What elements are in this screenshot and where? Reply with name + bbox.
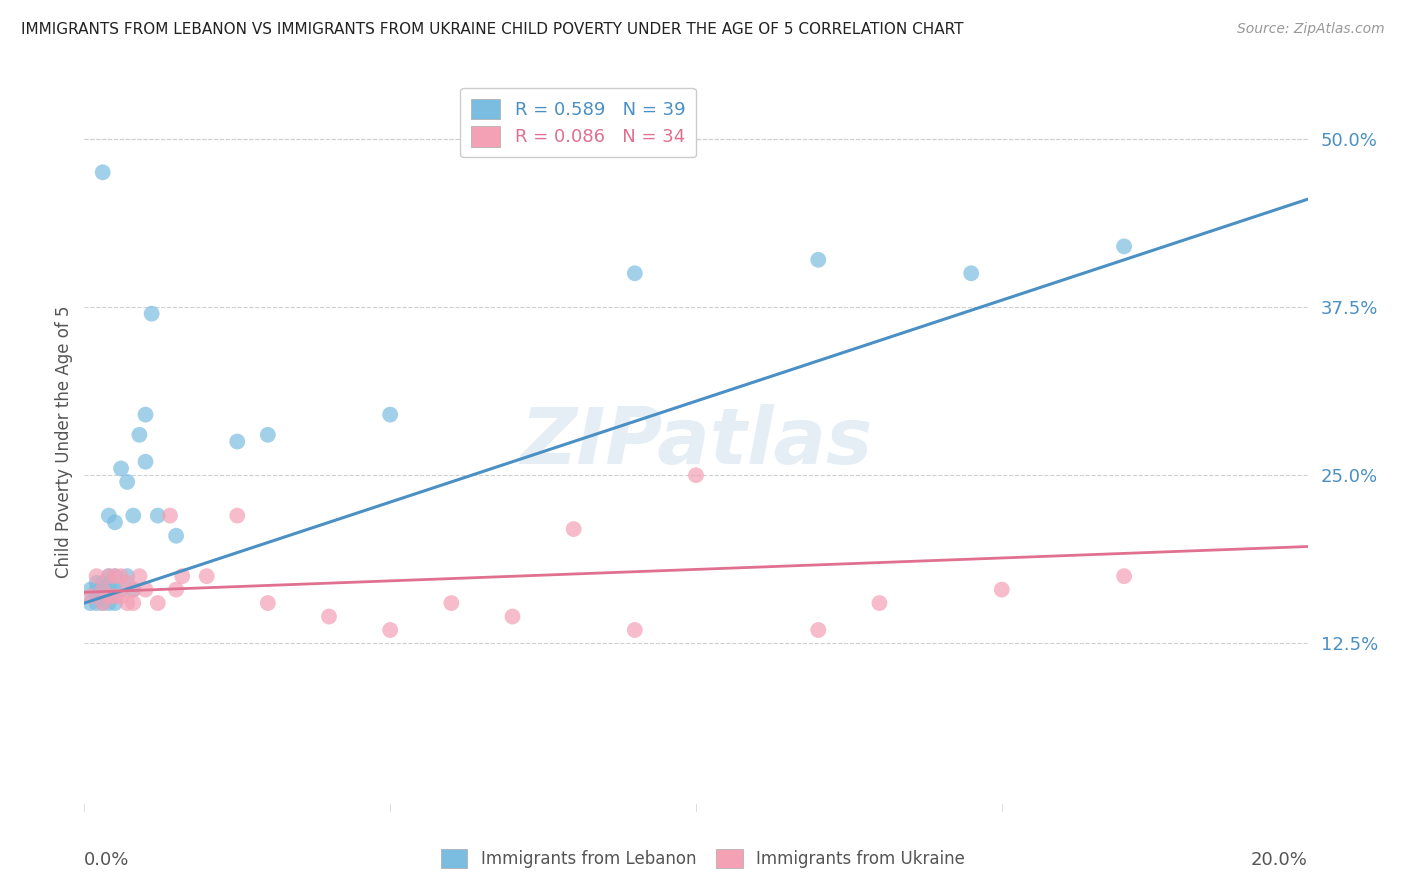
- Point: [110, 590, 132, 604]
- Point: [97, 596, 120, 610]
- Point: [86, 590, 108, 604]
- Point: [91, 582, 114, 597]
- Point: [226, 508, 249, 523]
- Text: IMMIGRANTS FROM LEBANON VS IMMIGRANTS FROM UKRAINE CHILD POVERTY UNDER THE AGE O: IMMIGRANTS FROM LEBANON VS IMMIGRANTS FR…: [21, 22, 963, 37]
- Point: [122, 508, 145, 523]
- Point: [991, 582, 1014, 597]
- Point: [97, 569, 120, 583]
- Point: [104, 569, 127, 583]
- Text: ZIPatlas: ZIPatlas: [520, 403, 872, 480]
- Point: [86, 582, 108, 597]
- Point: [257, 427, 280, 442]
- Point: [104, 590, 127, 604]
- Point: [502, 609, 524, 624]
- Point: [79, 590, 101, 604]
- Point: [159, 508, 181, 523]
- Point: [122, 582, 145, 597]
- Point: [91, 590, 114, 604]
- Point: [440, 596, 463, 610]
- Y-axis label: Child Poverty Under the Age of 5: Child Poverty Under the Age of 5: [55, 305, 73, 578]
- Point: [807, 623, 830, 637]
- Point: [91, 575, 114, 590]
- Point: [122, 582, 145, 597]
- Point: [97, 590, 120, 604]
- Point: [97, 575, 120, 590]
- Point: [1114, 239, 1136, 253]
- Point: [685, 468, 707, 483]
- Point: [869, 596, 891, 610]
- Point: [110, 461, 132, 475]
- Point: [135, 408, 157, 422]
- Point: [104, 569, 127, 583]
- Point: [807, 252, 830, 267]
- Point: [141, 307, 163, 321]
- Point: [97, 508, 120, 523]
- Point: [115, 596, 138, 610]
- Legend: Immigrants from Lebanon, Immigrants from Ukraine: Immigrants from Lebanon, Immigrants from…: [434, 843, 972, 875]
- Point: [91, 596, 114, 610]
- Point: [86, 596, 108, 610]
- Point: [86, 575, 108, 590]
- Point: [104, 582, 127, 597]
- Point: [380, 623, 402, 637]
- Point: [146, 596, 169, 610]
- Text: Source: ZipAtlas.com: Source: ZipAtlas.com: [1237, 22, 1385, 37]
- Text: 0.0%: 0.0%: [84, 851, 129, 869]
- Point: [195, 569, 218, 583]
- Point: [110, 569, 132, 583]
- Point: [86, 569, 108, 583]
- Point: [128, 427, 150, 442]
- Text: 20.0%: 20.0%: [1251, 851, 1308, 869]
- Point: [318, 609, 340, 624]
- Point: [97, 582, 120, 597]
- Point: [165, 582, 187, 597]
- Point: [79, 596, 101, 610]
- Point: [104, 516, 127, 530]
- Point: [97, 569, 120, 583]
- Point: [79, 582, 101, 597]
- Point: [91, 165, 114, 179]
- Point: [115, 575, 138, 590]
- Point: [172, 569, 194, 583]
- Point: [624, 266, 647, 280]
- Point: [257, 596, 280, 610]
- Point: [128, 569, 150, 583]
- Point: [146, 508, 169, 523]
- Point: [226, 434, 249, 449]
- Point: [110, 582, 132, 597]
- Point: [624, 623, 647, 637]
- Point: [104, 596, 127, 610]
- Point: [562, 522, 585, 536]
- Point: [91, 582, 114, 597]
- Point: [122, 596, 145, 610]
- Point: [135, 582, 157, 597]
- Point: [380, 408, 402, 422]
- Point: [115, 475, 138, 489]
- Point: [115, 569, 138, 583]
- Point: [135, 455, 157, 469]
- Point: [960, 266, 983, 280]
- Point: [91, 596, 114, 610]
- Point: [1114, 569, 1136, 583]
- Point: [165, 529, 187, 543]
- Legend: R = 0.589   N = 39, R = 0.086   N = 34: R = 0.589 N = 39, R = 0.086 N = 34: [460, 87, 696, 158]
